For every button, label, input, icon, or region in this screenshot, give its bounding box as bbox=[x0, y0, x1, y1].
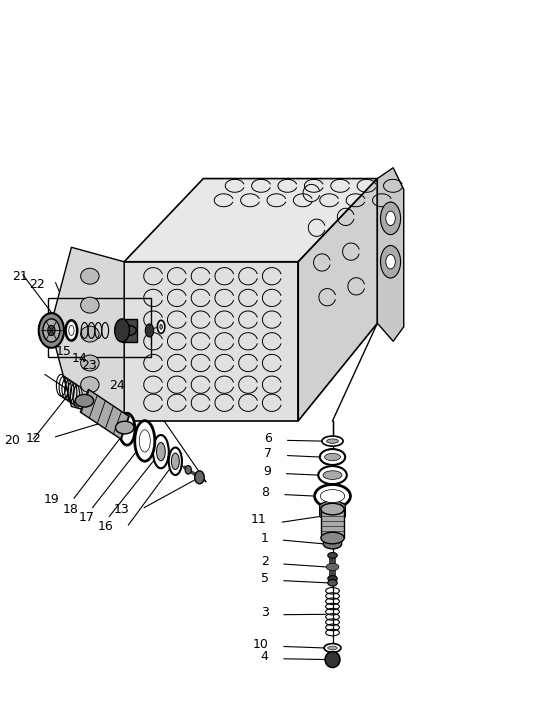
Text: 11: 11 bbox=[251, 513, 266, 526]
Ellipse shape bbox=[120, 325, 136, 335]
Bar bbox=[122, 319, 137, 342]
Ellipse shape bbox=[386, 211, 395, 226]
Text: 2: 2 bbox=[261, 555, 268, 568]
Ellipse shape bbox=[315, 484, 351, 507]
Ellipse shape bbox=[169, 447, 182, 475]
Text: 14: 14 bbox=[72, 352, 88, 365]
Ellipse shape bbox=[146, 324, 154, 337]
Text: 18: 18 bbox=[62, 502, 78, 515]
Bar bbox=[48, 298, 150, 357]
Text: 1: 1 bbox=[260, 531, 268, 544]
Text: 19: 19 bbox=[44, 493, 60, 506]
Text: 4: 4 bbox=[261, 650, 268, 663]
Ellipse shape bbox=[69, 325, 74, 335]
Ellipse shape bbox=[66, 320, 77, 340]
Polygon shape bbox=[320, 498, 345, 523]
Ellipse shape bbox=[81, 269, 99, 284]
Polygon shape bbox=[81, 389, 129, 439]
Ellipse shape bbox=[115, 421, 134, 434]
Text: 8: 8 bbox=[261, 486, 269, 499]
Ellipse shape bbox=[160, 325, 162, 330]
Ellipse shape bbox=[115, 319, 129, 342]
Ellipse shape bbox=[386, 255, 395, 269]
Ellipse shape bbox=[321, 532, 344, 544]
Text: 20: 20 bbox=[4, 434, 20, 447]
Bar bbox=[329, 555, 336, 579]
Ellipse shape bbox=[328, 576, 337, 582]
Text: 10: 10 bbox=[253, 638, 268, 650]
Ellipse shape bbox=[171, 453, 179, 470]
Ellipse shape bbox=[321, 503, 344, 515]
Polygon shape bbox=[124, 262, 298, 421]
Ellipse shape bbox=[324, 454, 340, 460]
Polygon shape bbox=[298, 179, 378, 421]
Ellipse shape bbox=[322, 436, 343, 446]
Text: 16: 16 bbox=[98, 520, 114, 533]
Text: 22: 22 bbox=[30, 277, 45, 290]
Ellipse shape bbox=[328, 646, 337, 650]
Ellipse shape bbox=[153, 435, 169, 468]
Ellipse shape bbox=[323, 539, 342, 549]
Ellipse shape bbox=[81, 326, 99, 342]
Text: 13: 13 bbox=[114, 502, 129, 515]
Text: 3: 3 bbox=[261, 606, 268, 619]
Text: 24: 24 bbox=[110, 379, 125, 392]
Ellipse shape bbox=[139, 430, 150, 452]
Ellipse shape bbox=[81, 355, 99, 371]
Ellipse shape bbox=[185, 465, 191, 474]
Ellipse shape bbox=[381, 202, 401, 234]
Ellipse shape bbox=[195, 471, 204, 484]
Polygon shape bbox=[378, 168, 404, 341]
Text: 15: 15 bbox=[55, 345, 71, 358]
Ellipse shape bbox=[326, 439, 338, 444]
Ellipse shape bbox=[135, 420, 155, 461]
Text: 7: 7 bbox=[264, 447, 272, 460]
Ellipse shape bbox=[81, 377, 99, 393]
Ellipse shape bbox=[323, 470, 342, 479]
Text: 9: 9 bbox=[263, 465, 271, 478]
Ellipse shape bbox=[75, 394, 93, 407]
Ellipse shape bbox=[318, 466, 347, 484]
Ellipse shape bbox=[157, 320, 165, 333]
Text: 23: 23 bbox=[81, 359, 97, 372]
Ellipse shape bbox=[43, 319, 60, 342]
Text: 12: 12 bbox=[26, 432, 41, 445]
Polygon shape bbox=[50, 248, 124, 421]
Ellipse shape bbox=[325, 651, 340, 667]
Ellipse shape bbox=[321, 489, 345, 502]
Ellipse shape bbox=[81, 297, 99, 313]
Ellipse shape bbox=[324, 644, 341, 652]
Text: 17: 17 bbox=[79, 511, 95, 524]
Bar bbox=[321, 509, 344, 538]
Ellipse shape bbox=[156, 442, 165, 461]
Polygon shape bbox=[124, 179, 378, 262]
Ellipse shape bbox=[326, 563, 339, 571]
Text: 6: 6 bbox=[264, 432, 272, 445]
Ellipse shape bbox=[39, 313, 64, 348]
Ellipse shape bbox=[328, 552, 337, 558]
Ellipse shape bbox=[48, 325, 55, 335]
Ellipse shape bbox=[119, 413, 135, 445]
Text: 5: 5 bbox=[260, 572, 268, 585]
Ellipse shape bbox=[328, 579, 337, 586]
Text: 21: 21 bbox=[12, 270, 28, 282]
Ellipse shape bbox=[381, 245, 401, 278]
Ellipse shape bbox=[320, 449, 345, 465]
